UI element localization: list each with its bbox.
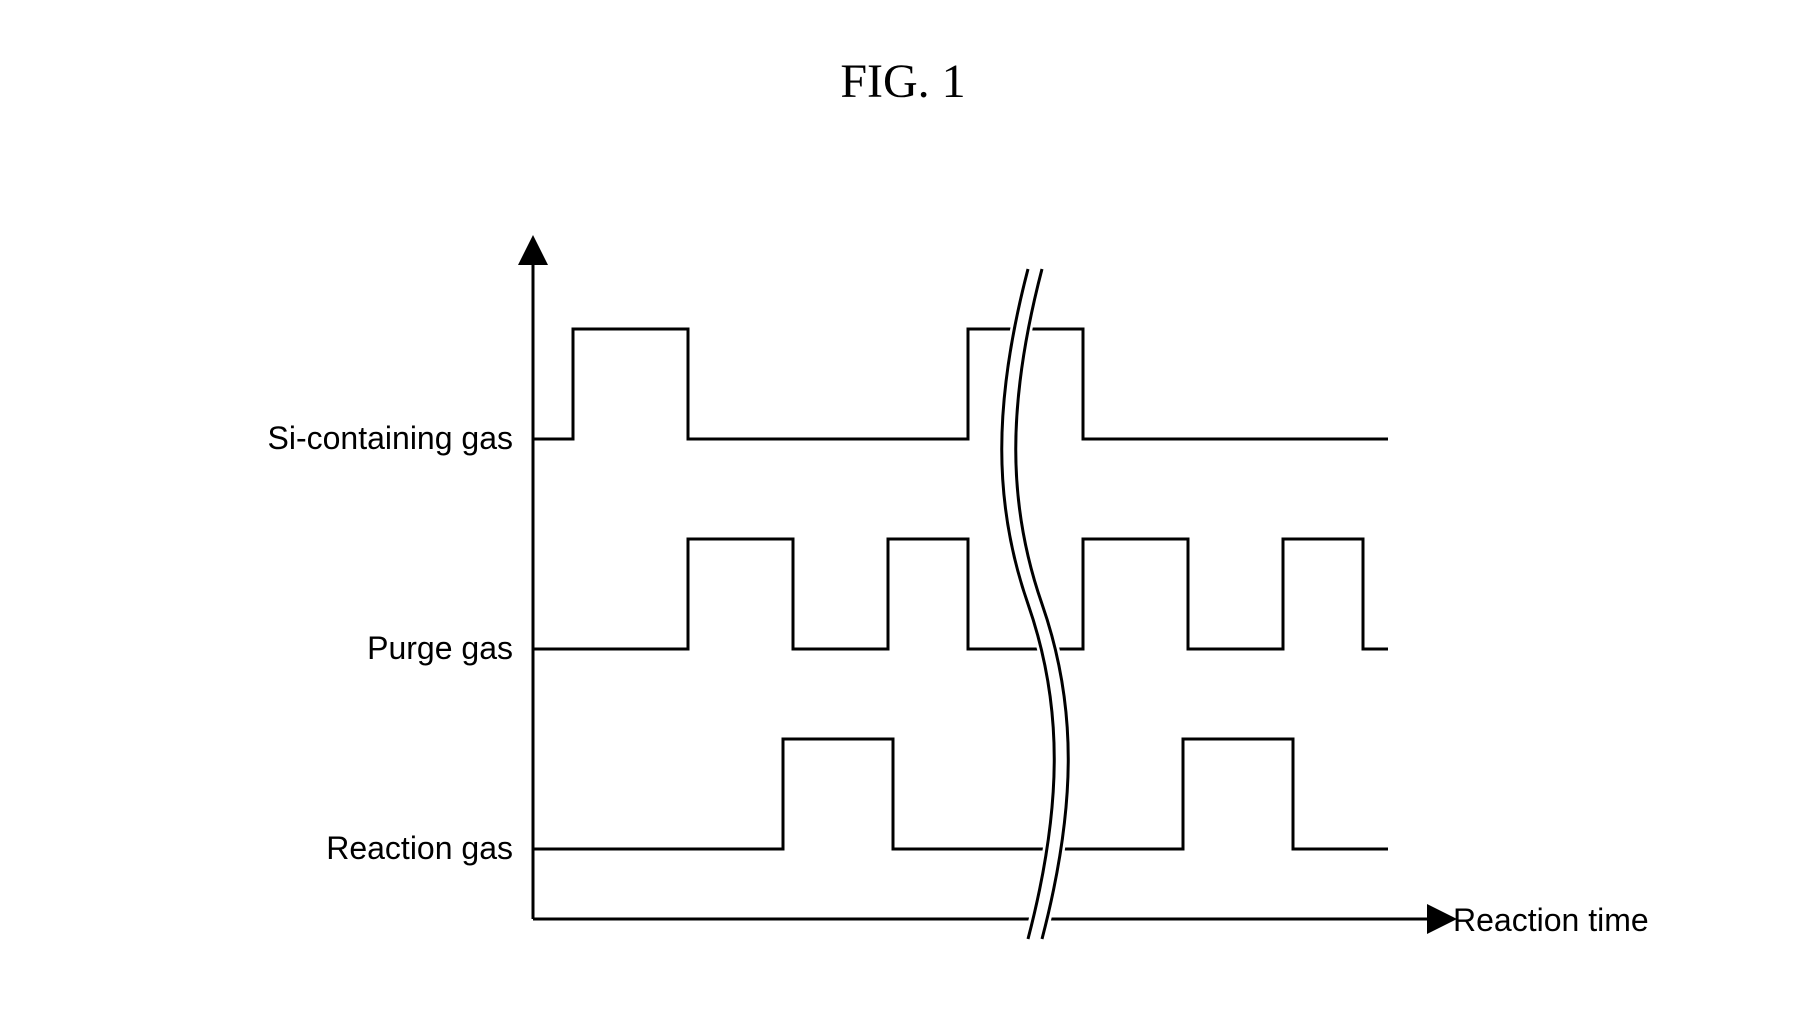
figure-container: FIG. 1 Reaction time Si-containing gas Pur… [153, 54, 1653, 974]
trace-label: Purge gas [367, 630, 513, 666]
timing-diagram: Reaction time Si-containing gas Purge gas R… [153, 149, 1653, 969]
x-axis-label: Reaction time [1453, 902, 1649, 938]
trace-label: Si-containing gas [268, 420, 513, 456]
trace-label: Reaction gas [326, 830, 513, 866]
figure-title: FIG. 1 [153, 54, 1653, 109]
trace-Purge gas [533, 539, 1388, 649]
trace-Reaction gas [533, 739, 1388, 849]
trace-Si-containing gas [533, 329, 1388, 439]
chart-wrapper: Reaction time Si-containing gas Purge gas R… [153, 149, 1653, 969]
